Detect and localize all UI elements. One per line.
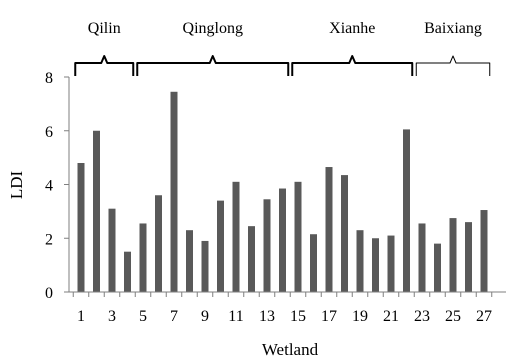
bar-wetland-27: [480, 210, 488, 292]
group-label-qinglong: Qinglong: [183, 20, 243, 37]
bars: [77, 91, 488, 292]
x-tick-label-7: 7: [170, 308, 178, 325]
y-tick-label-4: 4: [45, 178, 53, 195]
x-tick-label-25: 25: [445, 308, 461, 325]
group-label-qilin: Qilin: [88, 20, 121, 37]
bracket-xianhe: [291, 55, 414, 76]
bar-wetland-23: [418, 223, 426, 292]
x-tick-label-27: 27: [476, 308, 492, 325]
x-tick-label-11: 11: [228, 308, 243, 325]
bar-wetland-24: [434, 243, 441, 292]
bar-wetland-19: [356, 230, 364, 292]
bar-wetland-10: [217, 200, 224, 292]
bar-wetland-18: [341, 175, 348, 292]
bracket-qinglong: [136, 55, 290, 76]
y-tick-label-2: 2: [45, 231, 53, 248]
bar-wetland-15: [294, 181, 302, 292]
x-tick-label-15: 15: [290, 308, 306, 325]
bar-wetland-6: [155, 195, 162, 292]
y-tick-label-0: 0: [45, 285, 53, 302]
bar-wetland-2: [93, 130, 100, 292]
bar-wetland-5: [139, 223, 147, 292]
x-tick-label-21: 21: [383, 308, 399, 325]
x-tick-label-19: 19: [352, 308, 368, 325]
x-axis-title: Wetland: [262, 340, 319, 359]
bar-wetland-14: [279, 188, 286, 292]
x-tick-label-17: 17: [321, 308, 337, 325]
group-label-xianhe: Xianhe: [329, 20, 375, 37]
bar-wetland-16: [310, 234, 317, 292]
bar-wetland-20: [372, 238, 379, 292]
bar-wetland-26: [465, 222, 472, 292]
x-tick-label-13: 13: [259, 308, 275, 325]
group-brackets: Qilin Qinglong Xianhe Baixiang: [74, 20, 491, 76]
y-tick-label-6: 6: [45, 124, 53, 141]
bar-wetland-1: [77, 163, 85, 292]
x-tick-label-1: 1: [77, 308, 85, 325]
x-tick-label-3: 3: [108, 308, 116, 325]
y-axis-title: LDI: [7, 171, 26, 200]
bar-wetland-25: [449, 218, 457, 292]
bar-wetland-17: [325, 167, 333, 292]
x-ticks: 1 3 5 7 9 11 13 15 17 19 21 23 25 27: [72, 292, 493, 325]
y-tick-label-8: 8: [45, 70, 53, 87]
bar-wetland-7: [170, 91, 178, 292]
bar-wetland-22: [403, 129, 410, 292]
bracket-baixiang: [415, 55, 491, 76]
x-tick-label-9: 9: [201, 308, 209, 325]
bar-wetland-11: [232, 181, 240, 292]
x-tick-label-23: 23: [414, 308, 430, 325]
bar-wetland-4: [124, 251, 131, 292]
bar-wetland-9: [201, 240, 209, 292]
bar-wetland-8: [186, 230, 193, 292]
bar-wetland-3: [108, 208, 116, 292]
bar-wetland-13: [263, 199, 271, 292]
group-label-baixiang: Baixiang: [424, 20, 482, 37]
bar-wetland-12: [248, 226, 255, 292]
bar-wetland-21: [387, 235, 395, 292]
x-tick-label-5: 5: [139, 308, 147, 325]
y-ticks: 0 2 4 6 8: [45, 70, 69, 302]
bracket-qilin: [74, 55, 135, 76]
